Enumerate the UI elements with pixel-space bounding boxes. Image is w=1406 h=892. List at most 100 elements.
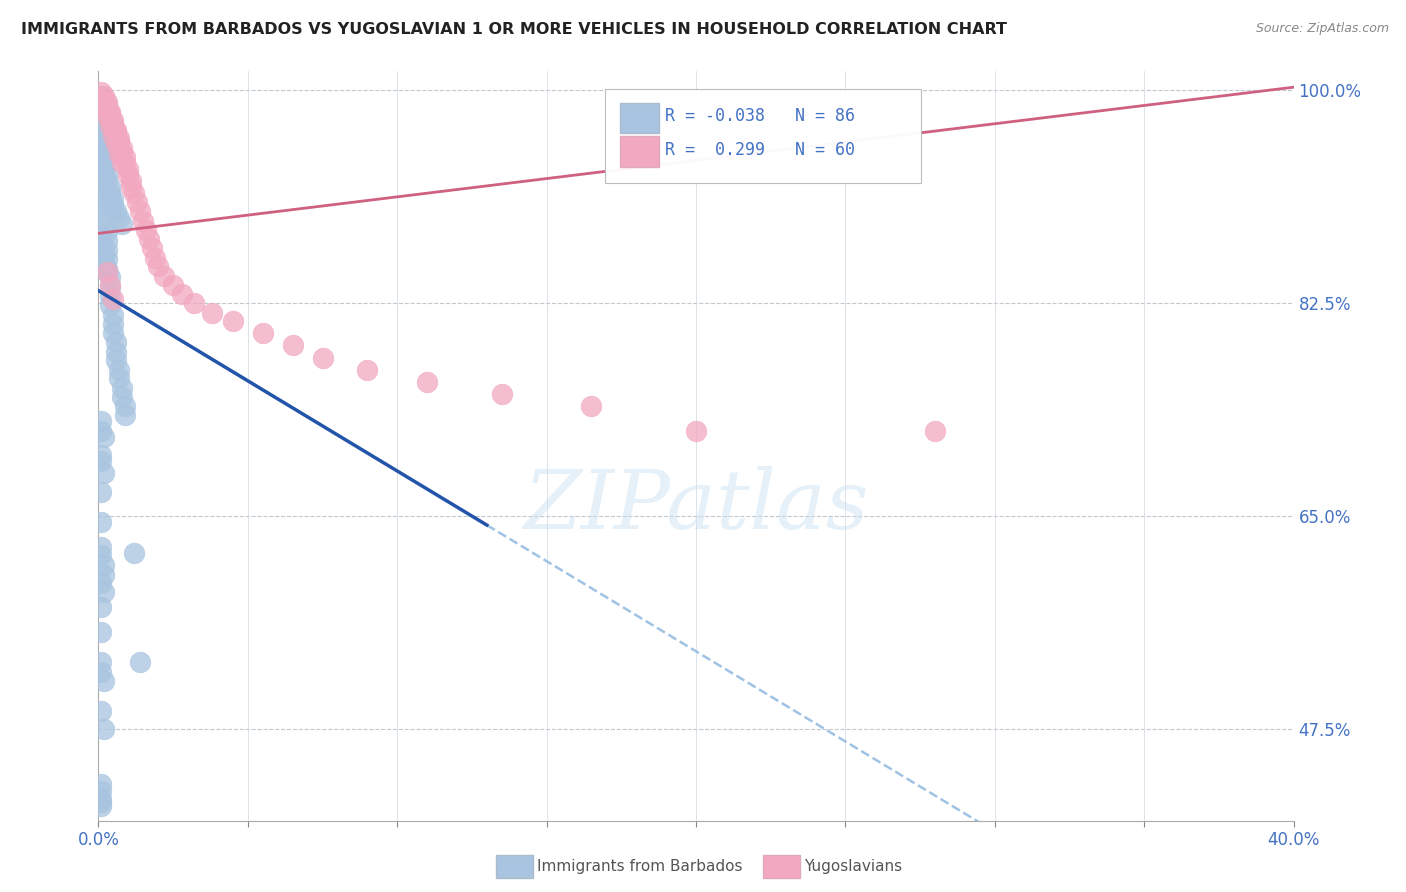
Point (90, 799, 112, 814)
Point (132, 214, 155, 228)
Text: IMMIGRANTS FROM BARBADOS VS YUGOSLAVIAN 1 OR MORE VEHICLES IN HOUSEHOLD CORRELAT: IMMIGRANTS FROM BARBADOS VS YUGOSLAVIAN … (21, 22, 1007, 37)
Point (924, 424, 946, 438)
Point (138, 232, 160, 246)
Point (93, 673, 115, 688)
Point (90, 548, 112, 562)
Point (93, 92, 115, 106)
Point (93, 180, 115, 194)
Point (105, 204, 128, 219)
Point (114, 150, 136, 164)
Point (90, 134, 112, 148)
Point (114, 155, 136, 169)
Point (124, 186, 146, 201)
Point (103, 308, 125, 322)
Text: Source: ZipAtlas.com: Source: ZipAtlas.com (1256, 22, 1389, 36)
Point (90, 600, 112, 615)
Point (103, 317, 125, 331)
Point (93, 150, 115, 164)
Point (120, 174, 142, 188)
Point (183, 296, 205, 310)
Point (129, 204, 152, 219)
Text: ZIPatlas: ZIPatlas (523, 466, 869, 546)
Point (222, 314, 245, 328)
Point (90, 153, 112, 168)
Point (108, 211, 131, 225)
Point (103, 326, 125, 341)
Point (108, 137, 131, 152)
Point (114, 408, 136, 422)
Point (90, 784, 112, 798)
Point (93, 155, 115, 169)
Point (93, 584, 115, 599)
Point (114, 400, 136, 414)
Point (491, 387, 513, 401)
Point (153, 268, 176, 283)
Point (148, 260, 170, 274)
Point (93, 467, 115, 481)
Point (90, 791, 112, 805)
Point (103, 117, 125, 131)
Point (111, 146, 134, 161)
Point (685, 424, 707, 438)
Point (105, 353, 128, 368)
Point (98, 288, 122, 302)
Point (201, 305, 224, 319)
Text: Immigrants from Barbados: Immigrants from Barbados (537, 859, 742, 873)
Point (93, 255, 115, 269)
Point (98, 186, 122, 201)
Point (90, 228, 112, 243)
Point (103, 128, 125, 143)
Point (98, 270, 122, 285)
Point (141, 241, 163, 255)
Point (90, 146, 112, 161)
Point (90, 424, 112, 438)
Point (93, 430, 115, 444)
Point (108, 363, 131, 377)
Point (96, 225, 118, 239)
Point (581, 400, 603, 414)
Point (111, 381, 134, 395)
Point (93, 188, 115, 202)
Point (90, 484, 112, 499)
Point (93, 567, 115, 582)
Point (98, 180, 122, 194)
Point (90, 97, 112, 112)
Point (96, 95, 118, 109)
Point (90, 796, 112, 810)
Point (311, 351, 333, 365)
Point (93, 558, 115, 572)
Point (98, 107, 122, 121)
Point (143, 251, 166, 265)
Point (98, 119, 122, 133)
Point (90, 235, 112, 249)
Point (90, 777, 112, 791)
Point (98, 277, 122, 292)
Point (93, 207, 115, 221)
Point (90, 107, 112, 121)
Point (135, 223, 157, 237)
Point (93, 247, 115, 261)
Point (90, 655, 112, 669)
Point (98, 280, 122, 294)
Point (90, 137, 112, 152)
Point (90, 85, 112, 99)
Point (90, 117, 112, 131)
Point (90, 125, 112, 139)
Point (172, 287, 194, 301)
Point (103, 192, 125, 206)
Point (90, 665, 112, 679)
Point (120, 180, 142, 194)
Point (162, 277, 184, 292)
Point (96, 234, 118, 248)
Point (90, 624, 112, 639)
Point (90, 540, 112, 554)
Point (93, 198, 115, 212)
Point (98, 111, 122, 125)
Point (93, 101, 115, 115)
Point (105, 344, 128, 359)
Text: R = -0.038   N = 86: R = -0.038 N = 86 (665, 107, 855, 125)
Point (90, 414, 112, 428)
Point (90, 576, 112, 591)
Point (93, 161, 115, 176)
Point (90, 515, 112, 529)
